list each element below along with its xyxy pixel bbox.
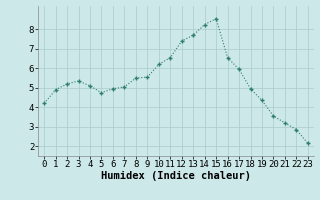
X-axis label: Humidex (Indice chaleur): Humidex (Indice chaleur) (101, 171, 251, 181)
